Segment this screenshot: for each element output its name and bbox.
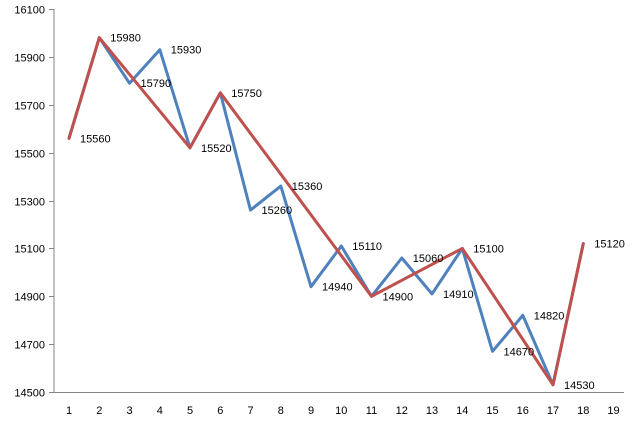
x-tick-label: 2: [96, 405, 102, 417]
x-tick-label: 13: [426, 405, 438, 417]
x-tick-label: 16: [517, 405, 529, 417]
x-tick-label: 14: [456, 405, 468, 417]
x-tick-label: 17: [547, 405, 559, 417]
y-tick-label: 16100: [14, 5, 45, 17]
data-label: 15110: [352, 241, 382, 253]
data-label: 15750: [231, 88, 262, 100]
series-line-red: [67, 36, 585, 387]
data-label: 14900: [383, 291, 414, 303]
series-line-blue: [67, 36, 585, 387]
data-label: 15260: [262, 205, 293, 217]
data-label: 15060: [413, 253, 444, 265]
data-labels: 15560 15980 15790 15930 15520 15750 15260 15360…: [80, 33, 625, 392]
y-tick-label: 15300: [14, 197, 45, 209]
y-tick-label: 14700: [14, 340, 45, 352]
y-tick-label: 15900: [14, 53, 45, 65]
data-label: 14530: [564, 380, 595, 392]
data-label: 14820: [534, 310, 565, 322]
y-tick-label: 15500: [14, 149, 45, 161]
x-axis: 1 2 3 4 5 6 7 8 9 10 11 12 13 14 15 16 17 18 19: [54, 392, 624, 417]
x-tick-label: 7: [247, 405, 253, 417]
x-tick-label: 3: [126, 405, 132, 417]
x-tick-label: 19: [607, 405, 619, 417]
data-label: 15120: [594, 239, 625, 251]
data-label: 15360: [292, 181, 323, 193]
data-label: 14940: [322, 282, 353, 294]
y-tick-label: 15700: [14, 101, 45, 113]
x-tick-label: 12: [396, 405, 408, 417]
data-label: 15930: [171, 45, 202, 57]
y-axis: 14500 14700 14900 15100 15300 15500 15700 15900…: [14, 5, 55, 400]
data-label: 15560: [80, 133, 111, 145]
x-tick-label: 10: [335, 405, 347, 417]
x-tick-label: 8: [278, 405, 284, 417]
data-label: 14670: [504, 346, 535, 358]
data-label: 15980: [110, 33, 141, 45]
data-label: 14910: [443, 289, 474, 301]
series-lines: [67, 36, 585, 387]
x-tick-label: 1: [66, 405, 72, 417]
x-tick-label: 11: [366, 405, 377, 417]
x-tick-label: 9: [308, 405, 314, 417]
data-label: 15520: [201, 143, 232, 155]
y-tick-label: 14900: [14, 292, 45, 304]
x-tick-label: 15: [486, 405, 498, 417]
y-tick-label: 15100: [14, 244, 45, 256]
x-tick-label: 5: [187, 405, 193, 417]
data-label: 15790: [141, 78, 172, 90]
x-tick-label: 18: [577, 405, 589, 417]
data-label: 15100: [473, 243, 504, 255]
x-tick-label: 4: [157, 405, 163, 417]
y-tick-label: 14500: [14, 388, 45, 400]
x-tick-label: 6: [217, 405, 223, 417]
